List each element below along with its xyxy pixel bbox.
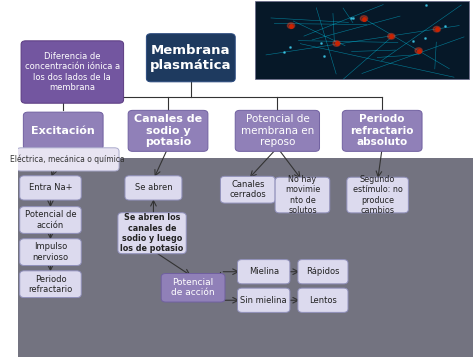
FancyBboxPatch shape [255,1,469,79]
FancyBboxPatch shape [220,176,275,203]
Text: Mielina: Mielina [249,267,279,276]
FancyBboxPatch shape [347,177,409,213]
Text: Lentos: Lentos [309,296,337,305]
FancyBboxPatch shape [298,260,348,284]
Text: Entra Na+: Entra Na+ [29,183,72,192]
FancyBboxPatch shape [21,41,124,103]
FancyBboxPatch shape [342,110,422,151]
FancyBboxPatch shape [235,110,319,151]
FancyBboxPatch shape [20,207,81,233]
FancyBboxPatch shape [23,112,103,150]
Circle shape [388,34,395,39]
FancyBboxPatch shape [17,148,119,171]
Text: Eléctrica, mecánica o química: Eléctrica, mecánica o química [10,155,125,164]
Circle shape [287,23,295,29]
FancyBboxPatch shape [237,260,290,284]
FancyBboxPatch shape [237,288,290,313]
FancyBboxPatch shape [20,176,81,200]
Text: No hay
movimie
nto de
solutos: No hay movimie nto de solutos [285,175,320,215]
Circle shape [360,16,368,21]
Text: Potencial
de acción: Potencial de acción [171,278,215,297]
Text: Segundo
estímulo: no
produce
cambios: Segundo estímulo: no produce cambios [353,175,402,215]
Text: Periodo
refractario: Periodo refractario [28,275,73,294]
Text: Se abren: Se abren [135,183,172,192]
FancyBboxPatch shape [128,110,208,151]
Bar [18,158,474,357]
FancyBboxPatch shape [275,177,330,213]
Text: Excitación: Excitación [31,126,95,136]
Text: Diferencia de
concentración iónica a
los dos lados de la
membrana: Diferencia de concentración iónica a los… [25,52,120,92]
Text: Membrana
plasmática: Membrana plasmática [150,44,232,72]
Text: Impulso
nervioso: Impulso nervioso [32,242,69,262]
FancyBboxPatch shape [20,271,81,297]
Text: Canales de
sodio y
potasio: Canales de sodio y potasio [134,114,202,147]
FancyBboxPatch shape [298,288,348,313]
Text: Potencial de
membrana en
reposo: Potencial de membrana en reposo [241,114,314,147]
Text: Sin mielina: Sin mielina [240,296,287,305]
Text: Periodo
refractario
absoluto: Periodo refractario absoluto [350,114,414,147]
Circle shape [333,41,340,46]
Text: Rápidos: Rápidos [306,267,340,276]
FancyBboxPatch shape [118,213,186,254]
Text: Potencial de
acción: Potencial de acción [25,210,76,230]
Circle shape [433,26,440,32]
FancyBboxPatch shape [20,239,81,266]
FancyBboxPatch shape [161,274,225,302]
FancyBboxPatch shape [125,176,182,200]
FancyBboxPatch shape [146,34,235,82]
Text: Se abren los
canales de
sodio y luego
los de potasio: Se abren los canales de sodio y luego lo… [120,213,184,253]
Text: Canales
cerrados: Canales cerrados [229,180,266,199]
Circle shape [415,48,422,53]
